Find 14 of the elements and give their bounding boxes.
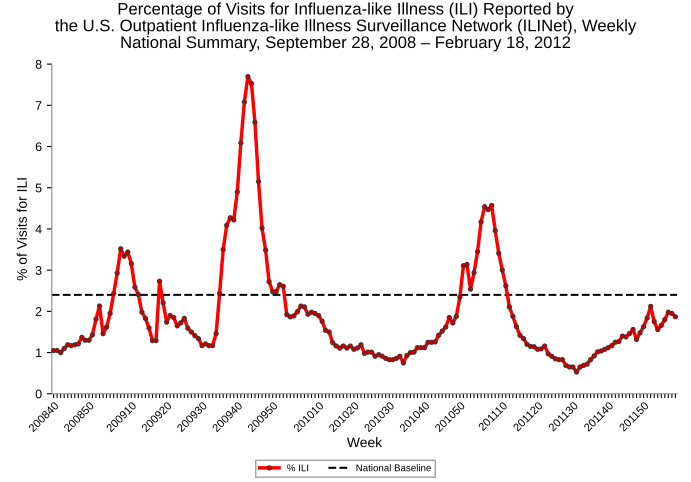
y-tick-label: 2 <box>36 307 42 316</box>
chart-title: Percentage of Visits for Influenza-like Illness (ILI) Reported by the U.S. Outpatient Influenza-like Illness Surveillance Network (ILINet), Weekly National Summary, September 28, 2008 – February 18, 2012 <box>55 2 636 52</box>
legend-label: % ILI <box>287 464 308 472</box>
y-tick-label: 3 <box>36 266 42 275</box>
legend-label: National Baseline <box>356 464 431 472</box>
y-tick-label: 8 <box>36 60 42 69</box>
y-tick-label: 4 <box>35 224 42 234</box>
y-tick-label: 6 <box>36 142 42 152</box>
y-tick-label: 0 <box>36 390 42 398</box>
x-axis-title: Week <box>346 437 382 448</box>
y-tick-label: 7 <box>36 101 42 110</box>
y-tick-label: 1 <box>36 348 42 358</box>
y-tick-label: 5 <box>36 184 42 192</box>
y-axis-title: % of Visits for ILI <box>16 178 27 280</box>
